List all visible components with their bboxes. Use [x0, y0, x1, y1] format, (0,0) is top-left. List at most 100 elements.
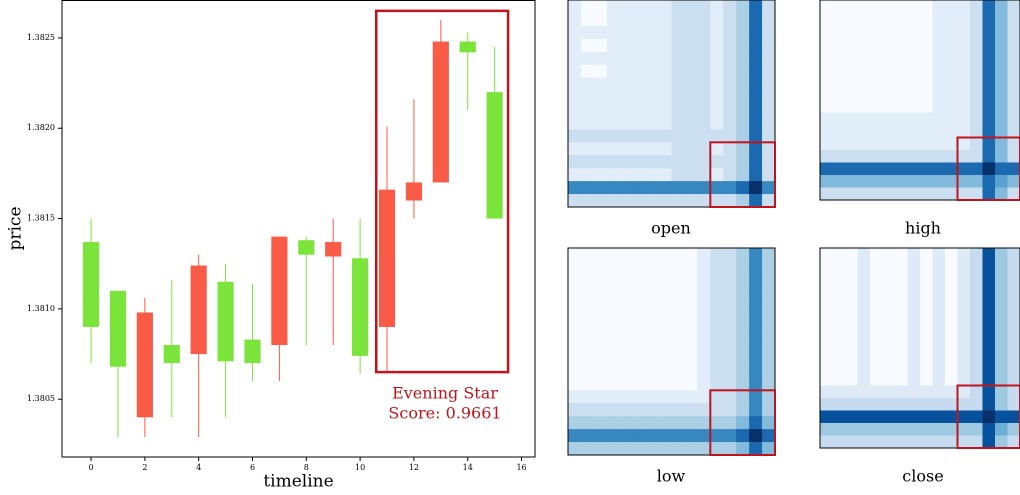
heatmap-cell: [684, 116, 698, 130]
heatmap-cell: [870, 398, 883, 411]
highlight-box: [709, 141, 776, 208]
heatmap-cell: [1007, 37, 1020, 51]
heatmap-cell: [762, 194, 776, 208]
heatmap-cell: [920, 373, 933, 386]
heatmap-cell: [632, 77, 647, 91]
heatmap-cell: [820, 273, 833, 286]
heatmap-cell: [762, 312, 776, 327]
heatmap-cell: [970, 175, 983, 188]
heatmap-cell: [832, 298, 846, 311]
heatmap-cell: [684, 364, 698, 378]
heatmap-cell: [982, 260, 996, 274]
heatmap-cell: [645, 299, 659, 314]
heatmap-cell: [580, 325, 595, 339]
heatmap-cell: [593, 25, 608, 40]
heatmap-cell: [645, 181, 659, 195]
heatmap-cell: [762, 286, 776, 301]
heatmap-cell: [736, 377, 750, 391]
heatmap-cell: [697, 364, 711, 378]
heatmap-cell: [619, 155, 634, 169]
heatmap-cell: [619, 25, 634, 40]
heatmap-cell: [580, 38, 595, 53]
heatmap-cell: [1007, 373, 1020, 386]
heatmap-cell: [895, 112, 908, 126]
heatmap-cell: [945, 335, 958, 349]
heatmap-cell: [907, 323, 921, 336]
heatmap-cell: [907, 12, 921, 26]
heatmap-cell: [671, 116, 685, 130]
candle-body: [109, 290, 127, 367]
heatmap-cell: [820, 423, 833, 436]
heatmap-cell: [606, 77, 621, 91]
heatmap-cell: [982, 100, 996, 113]
heatmap-cell: [832, 323, 846, 336]
heatmap-cell: [671, 364, 685, 378]
heatmap-cell: [632, 142, 647, 156]
heatmap-cell: [568, 51, 582, 66]
heatmap-cell: [820, 137, 833, 151]
heatmap-cell: [645, 194, 659, 208]
heatmap-cell: [671, 416, 685, 430]
heatmap-cell: [632, 116, 647, 130]
heatmap-cell: [995, 25, 1008, 38]
heatmap-cell: [870, 187, 883, 201]
heatmap-cell: [658, 181, 672, 195]
heatmap-cell: [568, 194, 582, 208]
heatmap-cell: [870, 12, 883, 26]
heatmap-cell: [632, 364, 647, 378]
heatmap-cell: [593, 338, 608, 352]
heatmap-cell: [920, 335, 933, 349]
heatmap-cell: [1007, 150, 1020, 163]
y-tick-label: 1.3820: [27, 123, 55, 132]
heatmap-cell: [645, 0, 659, 14]
heatmap-cell: [857, 310, 871, 324]
heatmap-title: low: [657, 467, 686, 486]
heatmap-cell: [593, 90, 608, 104]
heatmap-cell: [870, 162, 883, 176]
heatmap-cell: [568, 351, 582, 365]
heatmap-cell: [970, 423, 983, 436]
heatmap-cell: [820, 112, 833, 126]
heatmap-cell: [845, 150, 858, 163]
heatmap-cell: [645, 25, 659, 40]
heatmap-cell: [832, 150, 846, 163]
heatmap-cell: [920, 187, 933, 201]
heatmap-frame: [819, 0, 1020, 201]
heatmap-cell: [580, 142, 595, 156]
heatmap-cell: [920, 50, 933, 63]
heatmap-cell: [568, 299, 582, 314]
heatmap-cell: [710, 442, 724, 456]
heatmap-cell: [932, 0, 946, 13]
heatmap-cell: [762, 273, 776, 288]
heatmap-cell: [606, 442, 621, 456]
heatmap-cell: [736, 325, 750, 339]
heatmap-cell: [832, 37, 846, 51]
heatmap-cell: [870, 348, 883, 361]
heatmap-cell: [736, 0, 750, 14]
heatmap-cell: [907, 62, 921, 76]
heatmap-cell: [593, 142, 608, 156]
candle-body: [432, 41, 449, 183]
heatmap-cell: [895, 360, 908, 374]
heatmap-cell: [895, 75, 908, 88]
heatmap-cell: [945, 348, 958, 361]
heatmap-cell: [845, 285, 858, 299]
heatmap-cell: [671, 25, 685, 40]
heatmap-cell: [593, 38, 608, 53]
heatmap-cell: [606, 116, 621, 130]
heatmap-cell: [895, 175, 908, 188]
heatmap-cell: [632, 194, 647, 208]
heatmap-cell: [882, 298, 896, 311]
heatmap-cell: [1007, 260, 1020, 274]
heatmap-cell: [920, 298, 933, 311]
heatmap-cell: [895, 62, 908, 76]
heatmap-cell: [684, 38, 698, 53]
heatmap-cell: [895, 162, 908, 176]
heatmap-cell: [645, 155, 659, 169]
heatmap-cell: [895, 248, 908, 261]
heatmap-cell: [870, 385, 883, 399]
heatmap-cell: [882, 37, 896, 51]
heatmap-cell: [907, 137, 921, 151]
heatmap-cell: [645, 364, 659, 378]
heatmap-cell: [619, 416, 634, 430]
